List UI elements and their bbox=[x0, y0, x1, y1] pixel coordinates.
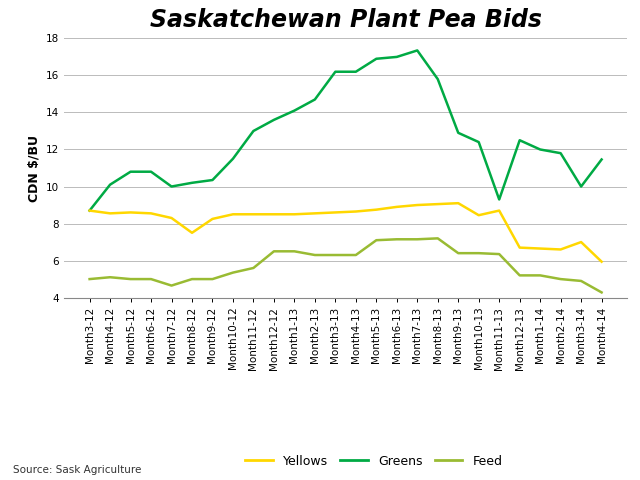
Greens bbox=[291, 108, 298, 113]
Yellows bbox=[127, 210, 134, 216]
Greens bbox=[311, 96, 319, 102]
Feed bbox=[577, 278, 585, 284]
Yellows bbox=[291, 211, 298, 217]
Greens bbox=[229, 156, 237, 162]
Greens bbox=[250, 128, 257, 134]
Greens bbox=[209, 177, 216, 183]
Greens bbox=[557, 150, 564, 156]
Yellows bbox=[536, 246, 544, 252]
Text: Source: Sask Agriculture: Source: Sask Agriculture bbox=[13, 465, 141, 475]
Yellows bbox=[86, 208, 93, 214]
Feed bbox=[311, 252, 319, 258]
Greens bbox=[413, 48, 421, 53]
Yellows bbox=[250, 211, 257, 217]
Greens bbox=[434, 76, 442, 82]
Greens bbox=[475, 139, 483, 145]
Feed bbox=[168, 283, 175, 288]
Feed bbox=[372, 237, 380, 243]
Greens bbox=[393, 54, 401, 60]
Feed bbox=[270, 249, 278, 254]
Legend: Yellows, Greens, Feed: Yellows, Greens, Feed bbox=[240, 450, 508, 473]
Feed bbox=[209, 276, 216, 282]
Feed bbox=[229, 270, 237, 276]
Greens bbox=[168, 184, 175, 190]
Yellows bbox=[475, 212, 483, 218]
Feed bbox=[454, 250, 462, 256]
Feed bbox=[495, 251, 503, 257]
Yellows bbox=[516, 245, 524, 251]
Feed bbox=[86, 276, 93, 282]
Yellows bbox=[413, 202, 421, 208]
Feed bbox=[516, 273, 524, 278]
Greens bbox=[270, 117, 278, 123]
Feed bbox=[393, 236, 401, 242]
Greens bbox=[86, 208, 93, 214]
Greens bbox=[147, 169, 155, 175]
Greens bbox=[577, 184, 585, 190]
Yellows bbox=[270, 211, 278, 217]
Yellows bbox=[577, 239, 585, 245]
Line: Yellows: Yellows bbox=[90, 203, 602, 262]
Feed bbox=[188, 276, 196, 282]
Feed bbox=[127, 276, 134, 282]
Feed bbox=[291, 249, 298, 254]
Greens bbox=[516, 137, 524, 143]
Feed bbox=[106, 275, 114, 280]
Greens bbox=[106, 182, 114, 188]
Yellows bbox=[311, 210, 319, 216]
Greens bbox=[454, 130, 462, 136]
Yellows bbox=[372, 207, 380, 213]
Greens bbox=[332, 69, 339, 74]
Greens bbox=[188, 180, 196, 186]
Feed bbox=[434, 236, 442, 241]
Yellows bbox=[598, 259, 605, 264]
Yellows bbox=[434, 201, 442, 207]
Yellows bbox=[454, 200, 462, 206]
Greens bbox=[372, 56, 380, 61]
Feed bbox=[536, 273, 544, 278]
Greens bbox=[127, 169, 134, 175]
Feed bbox=[147, 276, 155, 282]
Yellows bbox=[495, 208, 503, 214]
Greens bbox=[536, 146, 544, 152]
Yellows bbox=[393, 204, 401, 210]
Yellows bbox=[188, 230, 196, 236]
Yellows bbox=[147, 210, 155, 216]
Feed bbox=[250, 265, 257, 271]
Greens bbox=[352, 69, 360, 74]
Yellows bbox=[209, 216, 216, 222]
Feed bbox=[475, 250, 483, 256]
Yellows bbox=[557, 247, 564, 252]
Yellows bbox=[352, 209, 360, 215]
Yellows bbox=[106, 210, 114, 216]
Feed bbox=[352, 252, 360, 258]
Yellows bbox=[168, 215, 175, 221]
Y-axis label: CDN $/BU: CDN $/BU bbox=[28, 134, 40, 202]
Greens bbox=[598, 156, 605, 162]
Line: Greens: Greens bbox=[90, 50, 602, 211]
Feed bbox=[413, 236, 421, 242]
Line: Feed: Feed bbox=[90, 239, 602, 292]
Yellows bbox=[229, 211, 237, 217]
Feed bbox=[598, 289, 605, 295]
Title: Saskatchewan Plant Pea Bids: Saskatchewan Plant Pea Bids bbox=[150, 8, 541, 32]
Greens bbox=[495, 197, 503, 203]
Feed bbox=[557, 276, 564, 282]
Feed bbox=[332, 252, 339, 258]
Yellows bbox=[332, 210, 339, 216]
